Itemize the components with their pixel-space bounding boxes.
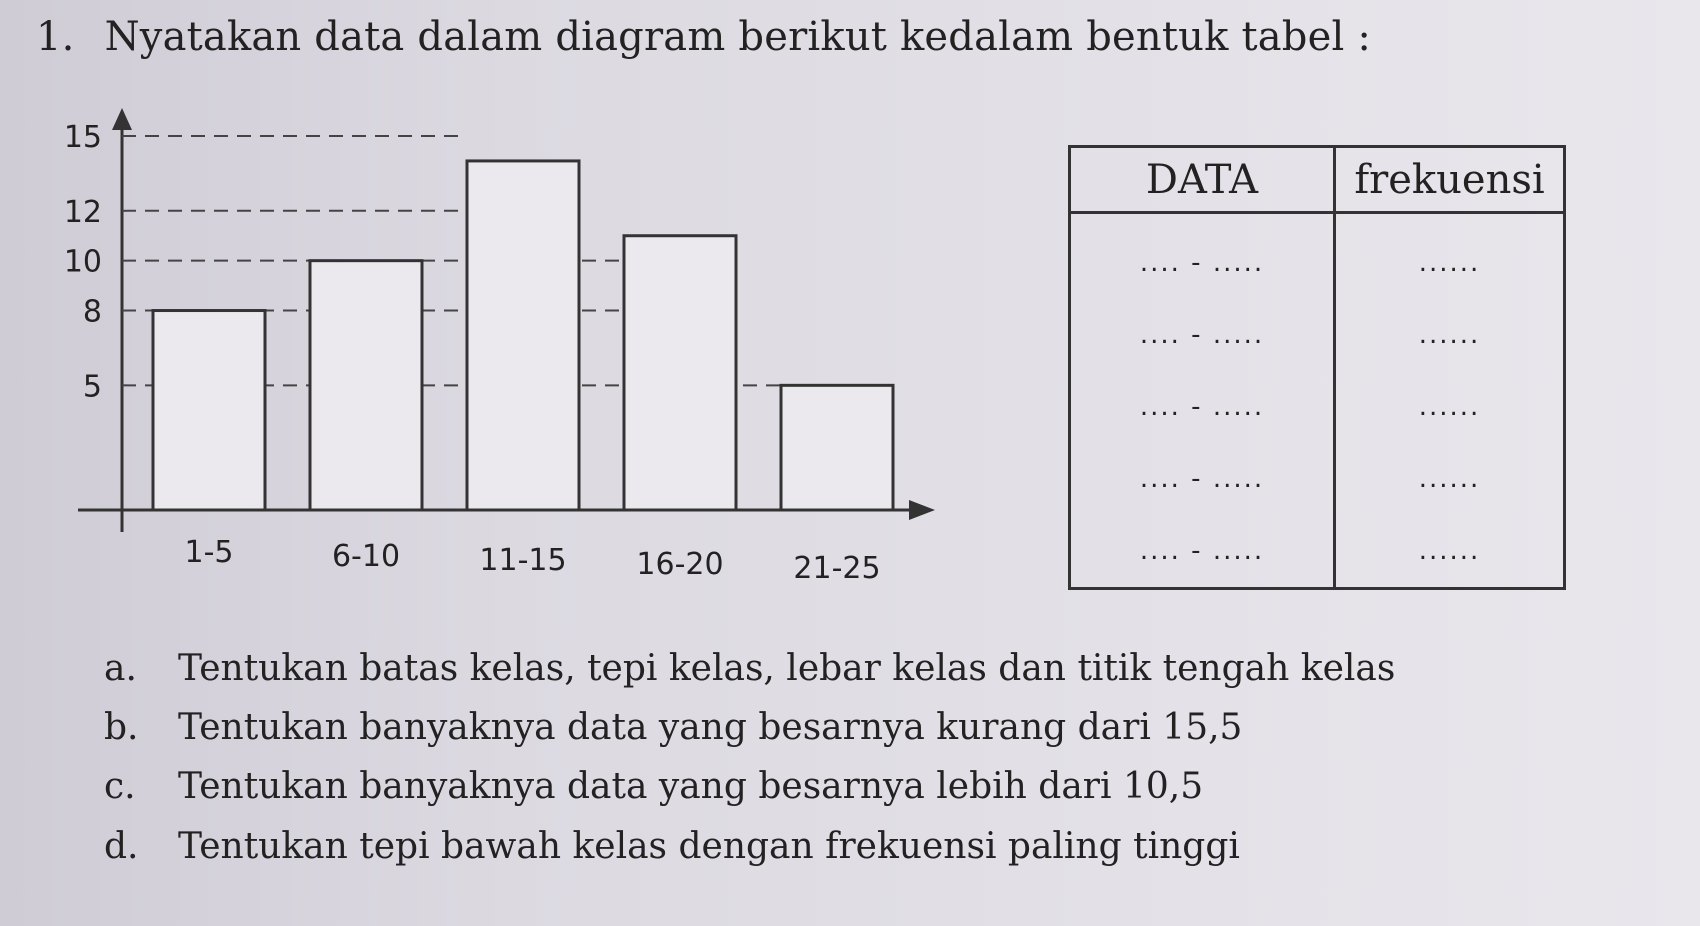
subquestion-label: c. xyxy=(104,766,136,807)
bar-chart: 15 12 10 8 5 1-5 6-10 11-15 16-20 21-25 xyxy=(64,108,935,586)
freq-blank: ...... xyxy=(1333,371,1566,443)
y-tick-label: 5 xyxy=(83,369,102,404)
chart-x-ticks: 1-5 6-10 11-15 16-20 21-25 xyxy=(185,535,881,586)
subquestion-text: Tentukan tepi bawah kelas dengan frekuen… xyxy=(178,826,1240,867)
subquestion-a: a. Tentukan batas kelas, tepi kelas, leba… xyxy=(104,648,1395,689)
y-tick-label: 8 xyxy=(83,295,102,330)
bar xyxy=(779,383,895,512)
question-title: 1. Nyatakan data dalam diagram berikut ke… xyxy=(36,14,1371,60)
bar xyxy=(151,309,267,512)
x-axis-arrow xyxy=(909,500,935,520)
header-data: DATA xyxy=(1068,145,1336,214)
freq-blank: ...... xyxy=(1333,212,1566,299)
data-blank: .... - ..... xyxy=(1068,443,1336,515)
table-row: .... - ..... ...... xyxy=(1068,299,1566,371)
subquestion-text: Tentukan batas kelas, tepi kelas, lebar … xyxy=(178,648,1396,689)
header-frekuensi: frekuensi xyxy=(1333,145,1566,214)
subquestion-text: Tentukan banyaknya data yang besarnya le… xyxy=(178,766,1204,807)
freq-blank: ...... xyxy=(1333,515,1566,590)
table-row: .... - ..... ...... xyxy=(1068,515,1566,590)
x-tick-label: 11-15 xyxy=(479,543,566,578)
data-blank: .... - ..... xyxy=(1068,515,1336,590)
table-row: .... - ..... ...... xyxy=(1068,371,1566,443)
frequency-table: DATA frekuensi .... - ..... ...... .... … xyxy=(1068,145,1566,590)
y-axis-arrow xyxy=(112,108,132,130)
bar xyxy=(465,159,581,512)
x-tick-label: 21-25 xyxy=(793,551,880,586)
x-tick-label: 6-10 xyxy=(332,539,400,574)
x-tick-label: 16-20 xyxy=(636,547,723,582)
freq-blank: ...... xyxy=(1333,299,1566,371)
question-number: 1. xyxy=(36,14,75,60)
subquestion-d: d. Tentukan tepi bawah kelas dengan freku… xyxy=(104,826,1240,867)
subquestion-b: b. Tentukan banyaknya data yang besarnya … xyxy=(104,707,1242,748)
x-tick-label: 1-5 xyxy=(185,535,234,570)
y-tick-label: 10 xyxy=(64,245,102,280)
subquestion-label: d. xyxy=(104,826,139,867)
subquestion-label: b. xyxy=(104,707,139,748)
subquestion-label: a. xyxy=(104,648,137,689)
data-blank: .... - ..... xyxy=(1068,299,1336,371)
bar xyxy=(622,234,738,512)
y-tick-label: 12 xyxy=(64,195,102,230)
subquestion-text: Tentukan banyaknya data yang besarnya ku… xyxy=(178,707,1243,748)
y-tick-label: 15 xyxy=(64,120,102,155)
freq-blank: ...... xyxy=(1333,443,1566,515)
bar xyxy=(308,259,424,512)
table-row: .... - ..... ...... xyxy=(1068,443,1566,515)
table-row: .... - ..... ...... xyxy=(1068,212,1566,299)
data-blank: .... - ..... xyxy=(1068,371,1336,443)
question-text: Nyatakan data dalam diagram berikut keda… xyxy=(104,14,1372,60)
frequency-table-wrap: DATA frekuensi .... - ..... ...... .... … xyxy=(1068,145,1566,590)
chart-y-ticks: 15 12 10 8 5 xyxy=(64,120,102,404)
subquestion-c: c. Tentukan banyaknya data yang besarnya … xyxy=(104,766,1203,807)
chart-bars xyxy=(151,159,895,512)
data-blank: .... - ..... xyxy=(1068,212,1336,299)
